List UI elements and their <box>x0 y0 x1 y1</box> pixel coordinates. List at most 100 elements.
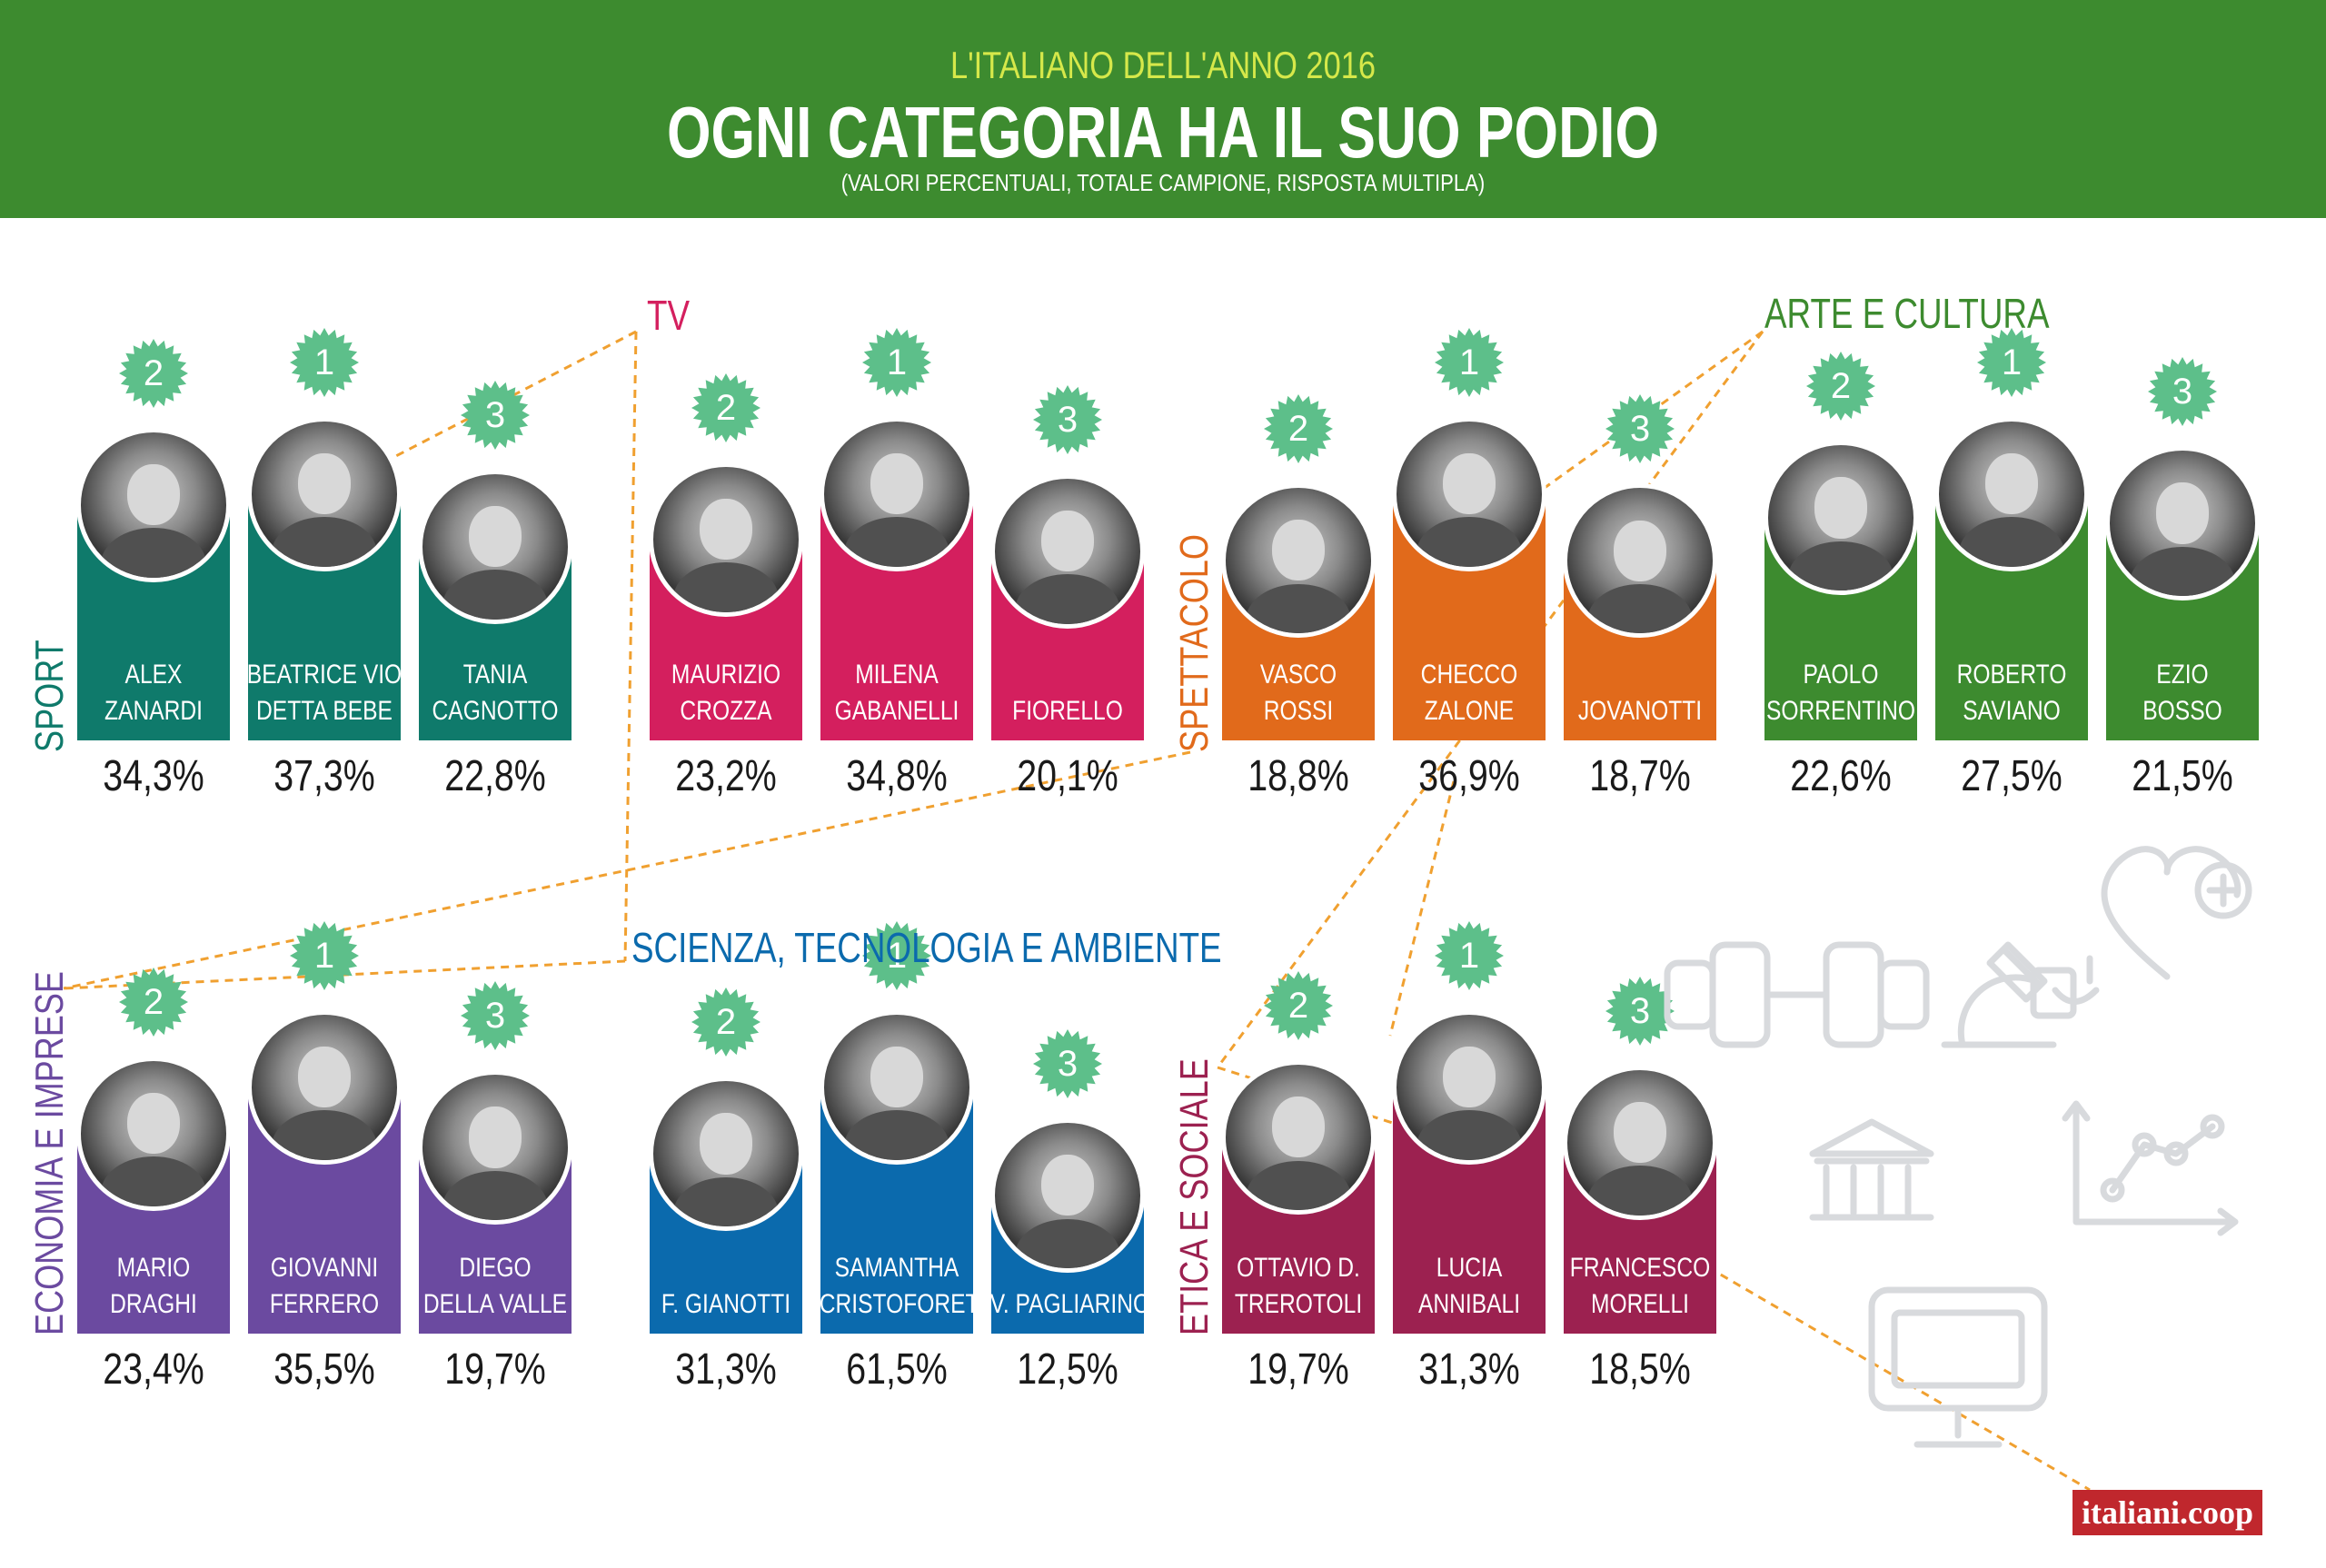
portrait-head <box>469 505 522 568</box>
person-name: MAURIZIO CROZZA <box>649 657 804 729</box>
person-name-line: MAURIZIO <box>671 660 781 690</box>
portrait-body <box>844 1110 949 1160</box>
portrait-head <box>298 452 351 514</box>
person-name-line: MORELLI <box>1590 1289 1690 1319</box>
person-name-line: ANNIBALI <box>1417 1289 1521 1319</box>
person-name: MARIO DRAGHI <box>76 1250 232 1323</box>
portrait-head <box>1443 1046 1496 1107</box>
percentage-label: 27,5% <box>1961 752 2063 800</box>
rank-badge: 1 <box>290 327 359 397</box>
portrait-body <box>1959 517 2064 567</box>
rank-number: 2 <box>715 1002 737 1043</box>
portrait-photo <box>418 1070 572 1226</box>
person-name: LUCIA ANNIBALI <box>1392 1250 1547 1323</box>
rank-star-icon <box>862 920 931 990</box>
portrait-head <box>700 498 752 560</box>
header-banner: L'ITALIANO DELL'ANNO 2016 OGNI CATEGORIA… <box>0 0 2326 218</box>
portrait-photo <box>418 469 572 624</box>
rank-number: 1 <box>313 935 335 976</box>
person-name-line: V. PAGLIARINO <box>989 1289 1151 1319</box>
person-name-line: SAVIANO <box>1963 696 2061 726</box>
person-name-line: SORRENTINO <box>1765 696 1915 726</box>
person-name-line: DIEGO <box>459 1253 532 1283</box>
portrait-body <box>673 562 779 612</box>
person-name: JOVANOTTI <box>1563 657 1718 729</box>
person-name: VASCO ROSSI <box>1221 657 1377 729</box>
category-title-tv: TV <box>647 292 691 339</box>
rank-number: 3 <box>1629 409 1651 450</box>
rank-badge: 2 <box>691 372 760 442</box>
portrait-photo <box>1221 1060 1376 1216</box>
person-name: F. GIANOTTI <box>649 1250 804 1323</box>
portrait-head <box>1041 511 1094 572</box>
rank-star-icon <box>691 372 760 442</box>
rank-star-icon <box>1435 920 1504 990</box>
portrait-head <box>1814 477 1867 539</box>
person-name-line: ALEX <box>124 660 183 690</box>
person-name: GIOVANNI FERRERO <box>247 1250 403 1323</box>
person-name: SAMANTHA CRISTOFORETTI <box>819 1250 999 1323</box>
rank-star-icon <box>1033 384 1102 454</box>
heart-plus-icon <box>2101 846 2252 980</box>
connector-line <box>1388 780 1456 1037</box>
portrait-head <box>2156 482 2209 544</box>
rank-badge: 3 <box>461 981 530 1051</box>
rank-star-icon <box>1806 352 1875 422</box>
rank-badge: 1 <box>1435 327 1504 397</box>
portrait-photo <box>247 1009 402 1165</box>
rank-badge: 2 <box>119 967 188 1037</box>
rank-badge: 1 <box>1435 920 1504 990</box>
rank-badge: 3 <box>1033 1029 1102 1098</box>
portrait-head <box>1272 520 1325 581</box>
rank-star-icon <box>461 981 530 1051</box>
portrait-head <box>1614 520 1666 581</box>
portrait-head <box>870 1046 923 1107</box>
rank-star-icon <box>290 920 359 990</box>
person-name: CHECCO ZALONE <box>1392 657 1547 729</box>
person-name-line: CAGNOTTO <box>432 696 559 726</box>
rank-number: 1 <box>1458 342 1480 382</box>
portrait-photo <box>820 1009 974 1165</box>
person-name-line: ZALONE <box>1424 696 1515 726</box>
person-name-line: DETTA BEBE <box>256 696 393 726</box>
percentage-label: 18,5% <box>1589 1345 1691 1394</box>
person-name-line: GIOVANNI <box>270 1253 379 1283</box>
portrait-photo <box>1392 1009 1546 1165</box>
portrait-photo <box>247 416 402 571</box>
person-name: V. PAGLIARINO <box>989 1250 1151 1323</box>
percentage-label: 19,7% <box>444 1345 546 1394</box>
header-supertitle: L'ITALIANO DELL'ANNO 2016 <box>949 44 1377 86</box>
person-name-line: SAMANTHA <box>834 1253 959 1283</box>
person-name-line: DRAGHI <box>110 1289 197 1319</box>
percentage-label: 36,9% <box>1418 752 1520 800</box>
person-name-line: EZIO <box>2156 660 2209 690</box>
person-name-line: BEATRICE VIO <box>246 660 403 690</box>
header-title: OGNI CATEGORIA HA IL SUO PODIO <box>666 92 1660 173</box>
percentage-label: 22,6% <box>1790 752 1892 800</box>
person-name-line: JOVANOTTI <box>1577 696 1703 726</box>
person-name: ALEX ZANARDI <box>76 657 232 729</box>
person-name-line: CHECCO <box>1420 660 1518 690</box>
person-name-line: ZANARDI <box>104 696 203 726</box>
percentage-label: 35,5% <box>273 1345 375 1394</box>
portrait-head <box>870 452 923 514</box>
rank-badge: 3 <box>461 380 530 450</box>
rank-badge: 1 <box>862 920 931 990</box>
rank-star-icon <box>1605 394 1675 464</box>
rank-number: 3 <box>484 996 506 1037</box>
percentage-label: 22,8% <box>444 752 546 800</box>
percentage-label: 20,1% <box>1017 752 1118 800</box>
rank-badge: 2 <box>691 987 760 1057</box>
portrait-head <box>1985 452 2038 514</box>
portrait-head <box>127 463 180 525</box>
portrait-head <box>1443 452 1496 514</box>
rank-star-icon <box>1977 327 2046 397</box>
portrait-body <box>1587 584 1693 634</box>
rank-badge: 1 <box>290 920 359 990</box>
rank-number: 1 <box>1458 935 1480 976</box>
portrait-head <box>700 1113 752 1175</box>
person-name-line: CRISTOFORETTI <box>819 1289 999 1319</box>
portrait-photo <box>1934 416 2089 571</box>
header-subtitle: (VALORI PERCENTUALI, TOTALE CAMPIONE, RI… <box>840 169 1486 196</box>
